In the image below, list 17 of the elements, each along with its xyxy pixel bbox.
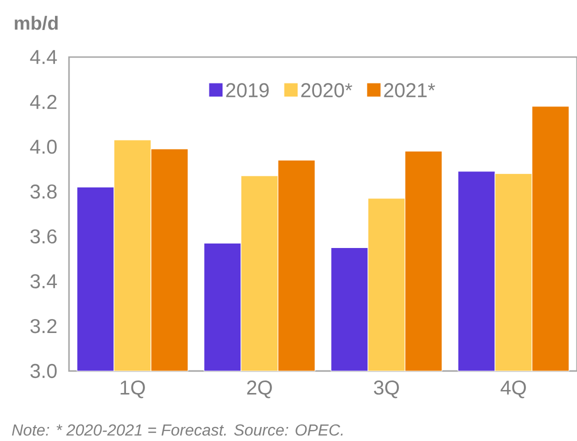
y-tick-label: 3.2 <box>30 319 56 334</box>
legend-label: 2019 <box>226 83 269 98</box>
y-tick-label: 4.0 <box>30 140 57 154</box>
text: Note: * 2020-2021 = Forecast. Source: OPEC. <box>12 424 343 436</box>
y-tick-label: 3.8 <box>30 184 57 199</box>
y-tick-label: 4.2 <box>30 94 56 109</box>
y-axis-title: mb/d <box>14 16 58 30</box>
legend-label: 2021* <box>384 83 436 98</box>
x-tick-label: 2Q <box>247 380 272 398</box>
y-tick-label: 3.4 <box>30 274 57 288</box>
x-tick-label: 3Q <box>374 380 399 398</box>
y-tick-label: 3.0 <box>30 364 57 378</box>
y-tick-label: 4.4 <box>30 50 57 64</box>
y-tick-label: 3.6 <box>30 229 57 244</box>
x-tick-label: 1Q <box>120 380 145 398</box>
legend-label: 2020* <box>301 83 352 98</box>
x-tick-label: 4Q <box>500 380 526 398</box>
